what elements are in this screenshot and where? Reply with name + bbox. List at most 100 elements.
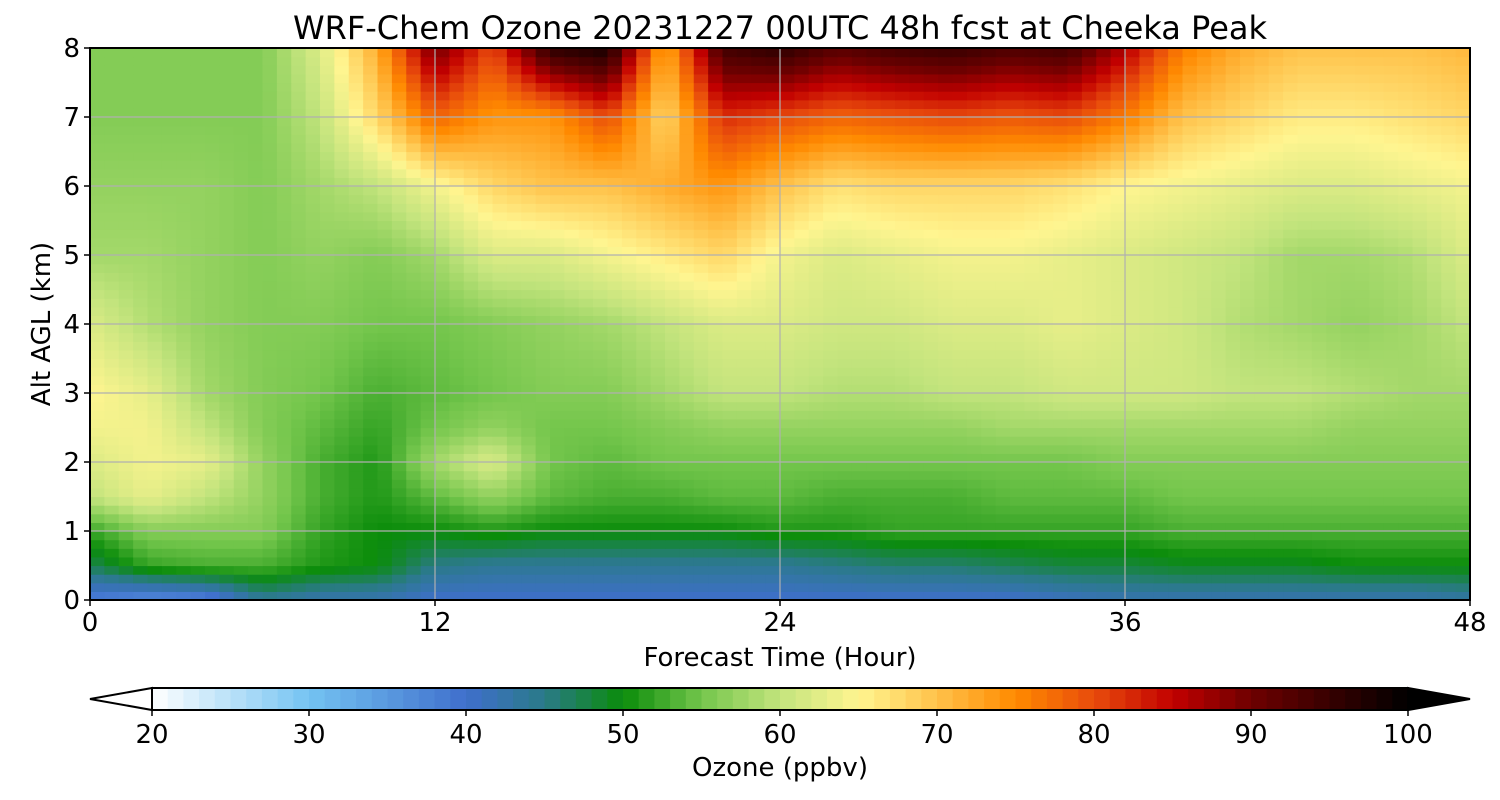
heatmap-cell [1355,229,1370,239]
heatmap-cell [665,401,680,411]
heatmap-cell [650,375,666,385]
heatmap-cell [837,203,853,213]
heatmap-cell [391,582,407,592]
heatmap-cell [133,384,149,394]
heatmap-cell [463,462,479,472]
heatmap-cell [995,186,1011,196]
heatmap-cell [147,427,163,437]
heatmap-cell [506,160,522,170]
heatmap-cell [305,496,321,506]
heatmap-cell [248,280,264,291]
heatmap-cell [1412,332,1428,342]
heatmap-cell [262,444,278,454]
heatmap-cell [550,263,565,273]
heatmap-cell [1254,436,1270,446]
heatmap-cell [880,168,896,178]
heatmap-cell [1153,548,1169,558]
heatmap-cell [593,565,609,575]
heatmap-cell [1283,574,1299,584]
heatmap-cell [909,289,925,299]
heatmap-cell [1182,349,1198,360]
heatmap-cell [478,220,494,230]
heatmap-cell [219,513,235,523]
heatmap-cell [1168,280,1184,291]
heatmap-cell [463,177,479,187]
heatmap-cell [506,548,522,558]
heatmap-cell [276,444,292,454]
heatmap-cell [1297,306,1313,316]
heatmap-cell [1311,315,1327,325]
heatmap-cell [550,341,565,351]
heatmap-cell [1398,513,1414,523]
heatmap-cell [938,272,954,282]
heatmap-cell [607,194,623,204]
heatmap-cell [219,315,235,325]
heatmap-cell [1081,358,1097,368]
heatmap-cell [693,436,709,446]
heatmap-cell [1067,255,1083,265]
heatmap-cell [1254,341,1270,351]
heatmap-cell [780,418,795,429]
heatmap-cell [1038,453,1054,463]
heatmap-cell [1268,487,1284,498]
heatmap-cell [1024,324,1040,334]
heatmap-cell [1196,220,1212,230]
heatmap-cell [1110,229,1126,239]
heatmap-cell [621,211,637,222]
heatmap-cell [938,229,954,239]
heatmap-cell [1067,393,1083,403]
heatmap-cell [938,358,954,368]
heatmap-cell [118,574,134,584]
heatmap-cell [248,194,264,204]
heatmap-cell [966,531,982,541]
heatmap-cell [90,505,105,515]
heatmap-cell [837,211,853,222]
heatmap-cell [492,255,508,265]
heatmap-cell [435,211,450,222]
heatmap-cell [708,505,724,515]
heatmap-cell [1311,591,1327,600]
heatmap-cell [1283,220,1299,230]
heatmap-cell [995,522,1011,532]
heatmap-cell [435,410,450,420]
heatmap-cell [1297,211,1313,222]
heatmap-cell [1038,341,1054,351]
heatmap-cell [276,539,292,549]
heatmap-cell [463,444,479,454]
heatmap-cell [851,246,867,256]
heatmap-cell [780,582,795,592]
heatmap-cell [90,280,105,291]
heatmap-cell [1139,427,1155,437]
heatmap-cell [665,462,680,472]
heatmap-cell [550,539,565,549]
heatmap-cell [1125,324,1140,334]
heatmap-cell [348,513,364,523]
heatmap-cell [1311,531,1327,541]
heatmap-cell [808,168,824,178]
heatmap-cell [420,418,436,429]
heatmap-cell [1038,255,1054,265]
heatmap-cell [1311,479,1327,489]
heatmap-cell [722,401,738,411]
heatmap-cell [478,272,494,282]
heatmap-cell [406,263,422,273]
heatmap-cell [1139,418,1155,429]
heatmap-cell [1412,393,1428,403]
heatmap-cell [133,505,149,515]
heatmap-cell [679,401,695,411]
heatmap-cell [320,211,335,222]
heatmap-cell [1369,384,1385,394]
heatmap-cell [1110,186,1126,196]
heatmap-cell [449,539,465,549]
heatmap-cell [463,539,479,549]
heatmap-cell [1081,160,1097,170]
heatmap-cell [1383,289,1399,299]
heatmap-cell [276,574,292,584]
heatmap-cell [535,349,551,360]
heatmap-cell [981,349,997,360]
heatmap-cell [966,298,982,308]
heatmap-cell [636,574,652,584]
heatmap-cell [837,539,853,549]
heatmap-cell [478,349,494,360]
heatmap-cell [118,194,134,204]
